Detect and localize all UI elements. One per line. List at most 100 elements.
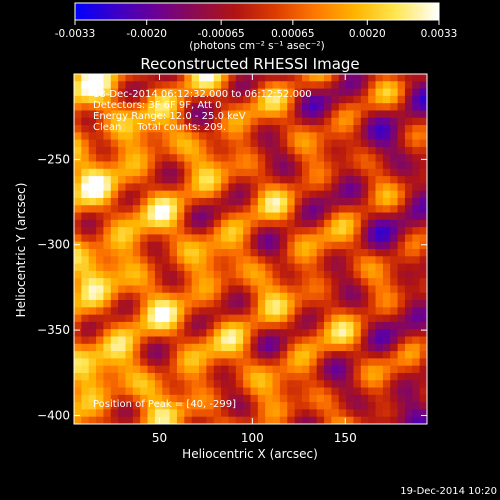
heatmap-cell <box>140 95 148 104</box>
heatmap-cell <box>360 161 369 170</box>
heatmap-cell <box>382 351 391 359</box>
heatmap-cell <box>301 314 310 323</box>
heatmap-cell <box>125 256 134 264</box>
heatmap-cell <box>81 292 90 301</box>
heatmap-cell <box>250 365 259 374</box>
heatmap-cell <box>206 409 215 418</box>
heatmap-cell <box>375 241 384 250</box>
heatmap-cell <box>140 176 148 184</box>
heatmap-cell <box>191 365 200 374</box>
heatmap-cell <box>419 249 427 257</box>
heatmap-cell <box>250 278 259 286</box>
heatmap-cell <box>140 212 148 221</box>
heatmap-cell <box>228 154 237 162</box>
heatmap-cell <box>375 154 384 162</box>
heatmap-cell <box>360 329 369 337</box>
heatmap-cell <box>250 263 259 272</box>
heatmap-cell <box>243 197 251 206</box>
heatmap-cell <box>324 146 332 155</box>
heatmap-cell <box>132 321 141 330</box>
heatmap-cell <box>301 336 310 345</box>
heatmap-cell <box>294 139 303 148</box>
heatmap-cell <box>213 300 222 308</box>
heatmap-cell <box>176 110 185 119</box>
heatmap-cell <box>235 292 244 301</box>
heatmap-cell <box>397 314 406 323</box>
heatmap-cell <box>213 139 222 148</box>
heatmap-cell <box>125 183 134 192</box>
heatmap-cell <box>176 256 185 264</box>
heatmap-cell <box>382 336 391 345</box>
heatmap-cell <box>103 197 112 206</box>
heatmap-cell <box>301 154 310 162</box>
heatmap-cell <box>316 219 325 228</box>
heatmap-cell <box>272 394 281 403</box>
heatmap-cell <box>272 117 281 126</box>
heatmap-cell <box>404 110 413 119</box>
heatmap-cell <box>390 380 398 388</box>
heatmap-cell <box>169 380 178 388</box>
heatmap-cell <box>81 256 90 264</box>
heatmap-cell <box>360 103 369 111</box>
heatmap-cell <box>184 139 193 148</box>
heatmap-cell <box>147 110 156 119</box>
heatmap-cell <box>257 103 266 111</box>
heatmap-cell <box>294 176 303 184</box>
heatmap-cell <box>118 146 126 155</box>
heatmap-cell <box>412 212 421 221</box>
heatmap-cell <box>272 139 281 148</box>
heatmap-cell <box>382 278 391 286</box>
heatmap-cell <box>235 270 244 279</box>
heatmap-cell <box>110 154 119 162</box>
heatmap-cell <box>235 314 244 323</box>
heatmap-cell <box>110 365 119 374</box>
heatmap-cell <box>279 110 288 119</box>
heatmap-cell <box>316 88 325 97</box>
heatmap-cell <box>272 372 281 381</box>
heatmap-cell <box>412 285 421 294</box>
heatmap-cell <box>125 132 134 141</box>
heatmap-cell <box>125 329 134 337</box>
heatmap-cell <box>331 329 340 337</box>
heatmap-cell <box>118 270 126 279</box>
heatmap-cell <box>404 292 413 301</box>
heatmap-cell <box>397 74 406 82</box>
heatmap-cell <box>265 95 273 104</box>
heatmap-cell <box>338 270 347 279</box>
heatmap-cell <box>184 278 193 286</box>
heatmap-cell <box>301 387 310 396</box>
heatmap-cell <box>103 139 112 148</box>
heatmap-cell <box>412 154 421 162</box>
heatmap-cell <box>176 314 185 323</box>
heatmap-cell <box>316 365 325 374</box>
heatmap-cell <box>265 402 273 410</box>
heatmap-cell <box>375 212 384 221</box>
heatmap-cell <box>265 343 273 352</box>
heatmap-cell <box>353 125 362 133</box>
heatmap-cell <box>199 212 207 221</box>
heatmap-cell <box>176 365 185 374</box>
heatmap-cell <box>88 380 97 388</box>
heatmap-cell <box>132 270 141 279</box>
heatmap-cell <box>176 278 185 286</box>
heatmap-cell <box>206 402 215 410</box>
heatmap-cell <box>103 176 112 184</box>
heatmap-cell <box>140 387 148 396</box>
heatmap-cell <box>140 343 148 352</box>
heatmap-cell <box>221 176 229 184</box>
heatmap-cell <box>228 168 237 177</box>
heatmap-cell <box>140 103 148 111</box>
heatmap-cell <box>110 74 119 82</box>
heatmap-cell <box>88 154 97 162</box>
heatmap-cell <box>390 139 398 148</box>
heatmap-cell <box>287 168 296 177</box>
heatmap-cell <box>390 103 398 111</box>
heatmap-cell <box>419 256 427 264</box>
heatmap-cell <box>412 132 421 141</box>
heatmap-cell <box>338 205 347 213</box>
heatmap-cell <box>279 300 288 308</box>
heatmap-cell <box>96 314 104 323</box>
heatmap-cell <box>360 409 369 418</box>
heatmap-cell <box>309 95 318 104</box>
heatmap-cell <box>228 219 237 228</box>
